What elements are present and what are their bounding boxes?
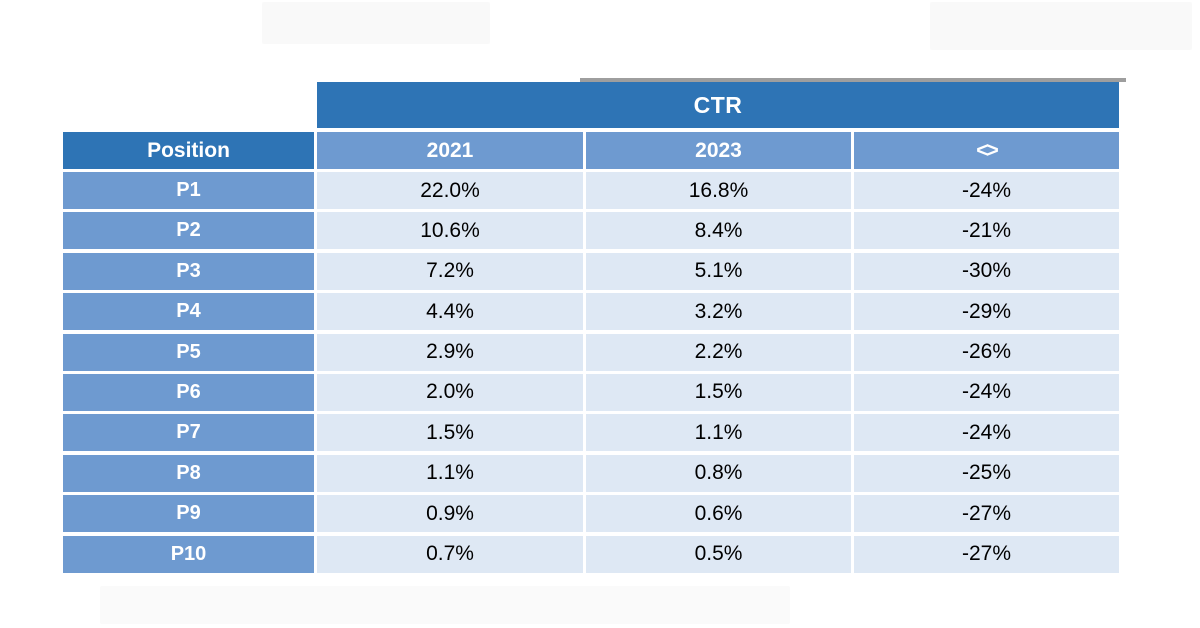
cell-p8-2023: 0.8% <box>586 454 851 492</box>
cell-p4-change: -29% <box>854 293 1119 331</box>
faded-text-artifact-top-left <box>262 2 490 44</box>
cell-p7-2021: 1.5% <box>317 414 583 452</box>
column-header-position: Position <box>63 132 314 169</box>
row-label-p8: P8 <box>63 454 314 492</box>
cell-p2-2023: 8.4% <box>586 212 851 250</box>
cell-p5-2023: 2.2% <box>586 333 851 371</box>
cell-p6-2023: 1.5% <box>586 373 851 411</box>
cell-p4-2023: 3.2% <box>586 293 851 331</box>
row-label-p10: P10 <box>63 535 314 573</box>
faded-text-artifact-top-right <box>930 2 1192 50</box>
cell-p2-change: -21% <box>854 212 1119 250</box>
table-group-header-ctr: CTR <box>317 82 1119 128</box>
cell-p6-change: -24% <box>854 373 1119 411</box>
cell-p10-change: -27% <box>854 535 1119 573</box>
cell-p9-2021: 0.9% <box>317 495 583 533</box>
cell-p9-2023: 0.6% <box>586 495 851 533</box>
column-header-2023: 2023 <box>586 132 851 169</box>
ctr-comparison-table: CTR Position 2021 2023 <> P1 22.0% 16.8%… <box>63 82 1119 576</box>
column-header-2021: 2021 <box>317 132 583 169</box>
cell-p4-2021: 4.4% <box>317 293 583 331</box>
cell-p5-change: -26% <box>854 333 1119 371</box>
table-top-gray-bar <box>580 78 1126 82</box>
cell-p1-change: -24% <box>854 172 1119 209</box>
row-label-p5: P5 <box>63 333 314 371</box>
cell-p9-change: -27% <box>854 495 1119 533</box>
cell-p10-2023: 0.5% <box>586 535 851 573</box>
cell-p3-2023: 5.1% <box>586 252 851 290</box>
row-label-p1: P1 <box>63 172 314 209</box>
cell-p10-2021: 0.7% <box>317 535 583 573</box>
cell-p5-2021: 2.9% <box>317 333 583 371</box>
row-label-p9: P9 <box>63 495 314 533</box>
cell-p1-2023: 16.8% <box>586 172 851 209</box>
row-label-p7: P7 <box>63 414 314 452</box>
cell-p8-2021: 1.1% <box>317 454 583 492</box>
row-label-p4: P4 <box>63 293 314 331</box>
cell-p8-change: -25% <box>854 454 1119 492</box>
row-label-p6: P6 <box>63 373 314 411</box>
column-header-change: <> <box>854 132 1119 169</box>
cell-p3-change: -30% <box>854 252 1119 290</box>
cell-p1-2021: 22.0% <box>317 172 583 209</box>
row-label-p3: P3 <box>63 252 314 290</box>
cell-p2-2021: 10.6% <box>317 212 583 250</box>
faded-text-artifact-bottom <box>100 586 790 624</box>
cell-p3-2021: 7.2% <box>317 252 583 290</box>
cell-p7-2023: 1.1% <box>586 414 851 452</box>
cell-p6-2021: 2.0% <box>317 373 583 411</box>
cell-p7-change: -24% <box>854 414 1119 452</box>
row-label-p2: P2 <box>63 212 314 250</box>
